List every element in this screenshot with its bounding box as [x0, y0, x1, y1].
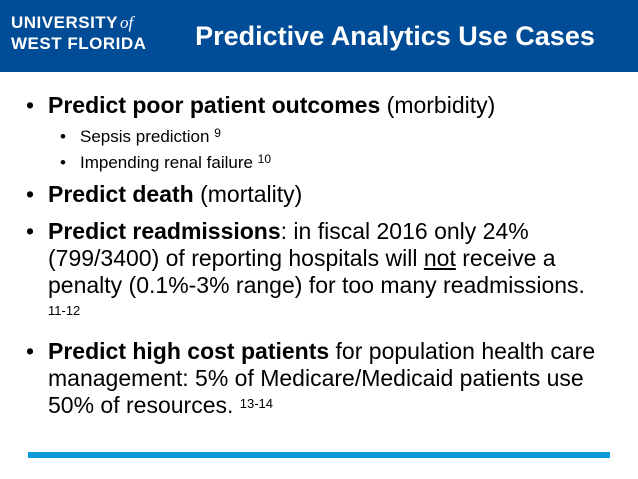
header-bar: UNIVERSITY of WEST FLORIDA Predictive Ana… [0, 0, 638, 72]
bullet-rest: (mortality) [193, 181, 303, 207]
bullet-bold: Predict death [48, 181, 194, 207]
bullet-dot: • [26, 181, 35, 207]
citation-ref: 13-14 [239, 396, 274, 411]
logo-line2: WEST FLORIDA [11, 34, 147, 53]
logo-of: of [120, 13, 134, 32]
bullet-bold: Predict readmissions [48, 218, 281, 244]
bullet-rest: (morbidity) [380, 92, 496, 118]
logo-line1: UNIVERSITY [11, 13, 119, 32]
bullet-dot: • [26, 338, 35, 364]
page-title: Predictive Analytics Use Cases [195, 21, 595, 51]
bullet-morbidity: • Predict poor patient outcomes (morbidi… [26, 92, 616, 119]
citation-ref: 11-12 [48, 303, 81, 318]
sub-bullet-renal: • Impending renal failure 10 [60, 152, 272, 173]
sub-bullet-text: Impending renal failure 10 [80, 152, 272, 173]
bullet-high-cost: • Predict high cost patients for populat… [26, 338, 606, 419]
bullet-dot: • [26, 92, 35, 118]
bullet-bold: Predict poor patient outcomes [48, 92, 381, 118]
sub-bullet-text: Sepsis prediction 9 [80, 126, 221, 147]
bullet-text: Predict poor patient outcomes (morbidity… [48, 92, 616, 119]
bullet-dot: • [26, 218, 35, 244]
bullet-text: Predict high cost patients for populatio… [48, 338, 606, 419]
sub-bullet-sepsis: • Sepsis prediction 9 [60, 126, 221, 147]
bullet-rest: : in fiscal 2016 only 24% (799/3400) of … [48, 218, 529, 271]
sub-bullet-label: Sepsis prediction [80, 127, 215, 146]
university-logo: UNIVERSITY of WEST FLORIDA [11, 12, 146, 54]
footer-bar [28, 452, 610, 458]
bullet-underlined: not [423, 245, 456, 271]
bullet-text: Predict death (mortality) [48, 181, 616, 208]
sub-bullet-dot: • [60, 127, 66, 146]
bullet-rest: for population health care management: 5… [48, 338, 596, 418]
sub-bullet-label: Impending renal failure [80, 153, 258, 172]
citation-ref: 9 [214, 126, 221, 140]
bullet-bold: Predict high cost patients [48, 338, 330, 364]
citation-ref: 10 [257, 152, 272, 166]
bullet-mortality: • Predict death (mortality) [26, 181, 616, 208]
bullet-rest: receive a penalty (0.1%-3% range) for to… [48, 245, 585, 298]
sub-bullet-dot: • [60, 153, 66, 172]
bullet-readmissions: • Predict readmissions: in fiscal 2016 o… [26, 218, 606, 326]
bullet-text: Predict readmissions: in fiscal 2016 onl… [48, 218, 606, 326]
